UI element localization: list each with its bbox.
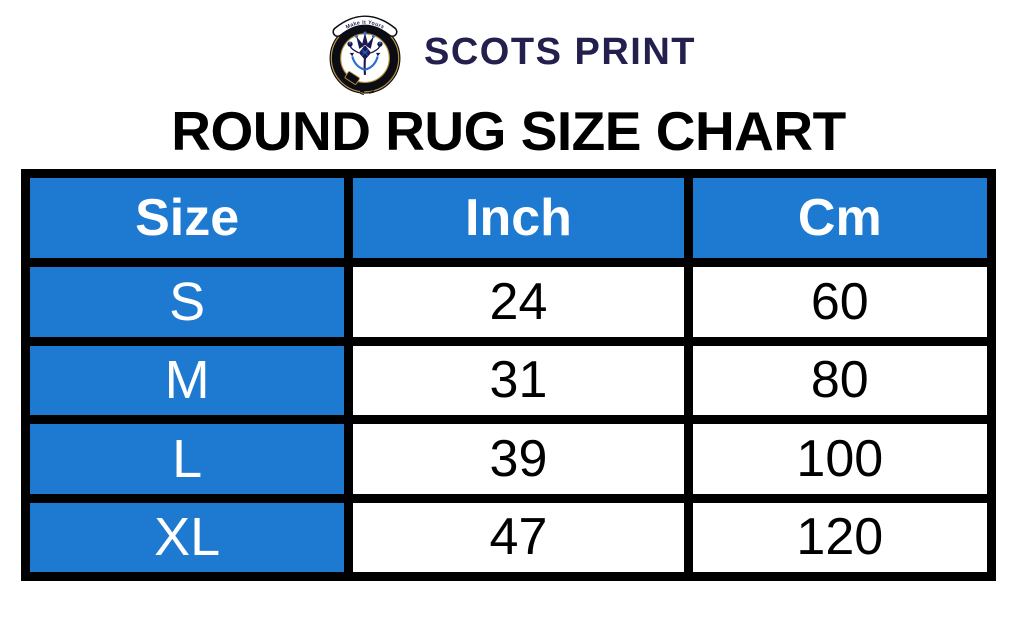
banner-tagline: Make It Yours bbox=[345, 20, 385, 31]
row-s-inch-cell: 24 bbox=[353, 267, 684, 337]
row-l-size-cell: L bbox=[30, 424, 345, 494]
row-m-cm-cell: 80 bbox=[692, 345, 987, 415]
row-xl-size-cell: XL bbox=[30, 502, 345, 572]
svg-text:Make It Yours: Make It Yours bbox=[345, 20, 385, 31]
page-title: ROUND RUG SIZE CHART bbox=[171, 100, 846, 162]
clan-crest-thistle-icon: Make It Yours bbox=[329, 15, 401, 96]
column-header-cm: Cm bbox=[692, 178, 987, 258]
row-xl-inch-cell: 47 bbox=[353, 502, 684, 572]
row-l-inch-cell: 39 bbox=[353, 424, 684, 494]
brand-name: SCOTS PRINT bbox=[424, 30, 696, 73]
size-chart-table: Size Inch Cm S 24 60 M 31 80 L 39 100 XL… bbox=[21, 169, 996, 581]
column-header-inch: Inch bbox=[353, 178, 684, 258]
row-m-size-cell: M bbox=[30, 345, 345, 415]
belt-buckle bbox=[344, 71, 375, 96]
row-s-cm-cell: 60 bbox=[692, 267, 987, 337]
thistle-illustration bbox=[347, 31, 383, 75]
column-header-size: Size bbox=[30, 178, 345, 258]
row-xl-cm-cell: 120 bbox=[692, 502, 987, 572]
row-s-size-cell: S bbox=[30, 267, 345, 337]
row-m-inch-cell: 31 bbox=[353, 345, 684, 415]
brand-logo: Make It Yours bbox=[0, 0, 1017, 96]
row-l-cm-cell: 100 bbox=[692, 424, 987, 494]
